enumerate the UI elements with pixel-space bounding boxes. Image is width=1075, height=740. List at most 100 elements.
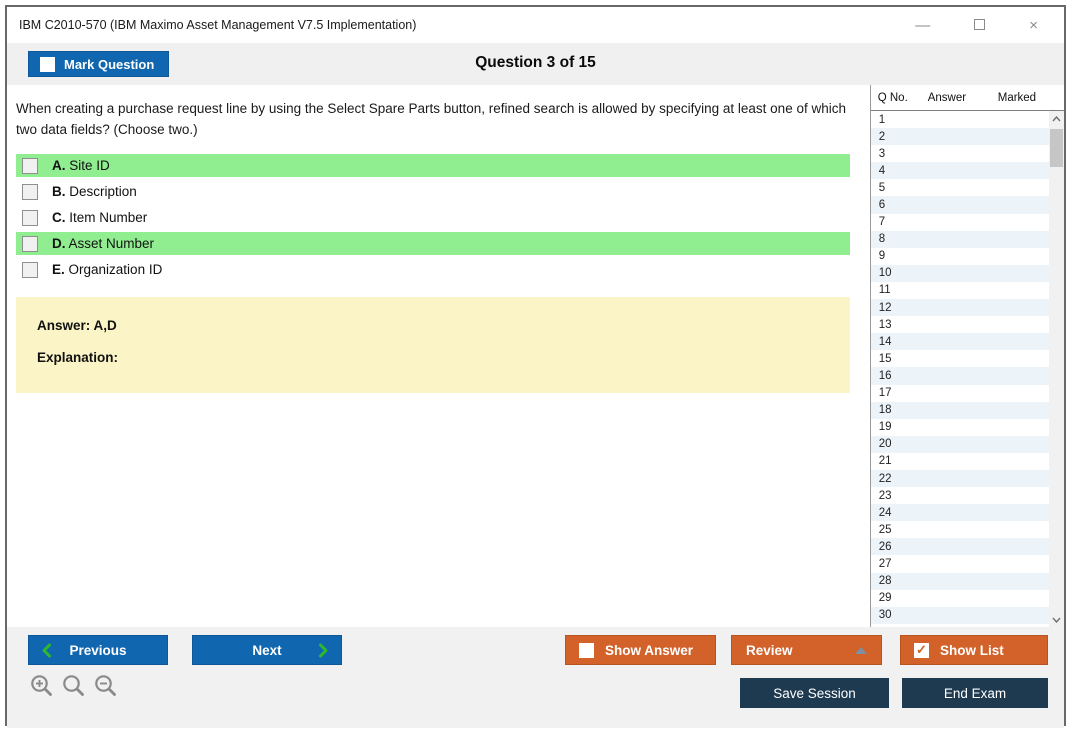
option-checkbox[interactable] (22, 157, 38, 174)
question-list-row[interactable]: 8 (870, 230, 1050, 248)
q-no-cell: 20 (878, 438, 892, 451)
chevron-right-icon (319, 643, 328, 658)
main-area: When creating a purchase request line by… (7, 85, 1064, 627)
question-list-row[interactable]: 16 (870, 367, 1050, 385)
q-no-cell: 4 (878, 164, 886, 177)
question-list-row[interactable]: 27 (871, 555, 1050, 572)
close-button[interactable]: × (1029, 18, 1038, 33)
question-list-row[interactable]: 4 (870, 162, 1050, 180)
option-checkbox[interactable] (22, 261, 38, 278)
q-no-cell: 29 (878, 592, 892, 605)
question-list-row[interactable]: 19 (871, 419, 1050, 436)
review-button[interactable]: Review (731, 635, 882, 665)
question-list-row[interactable]: 22 (870, 469, 1050, 488)
question-list-row[interactable]: 30 (870, 606, 1050, 624)
option-checkbox[interactable] (22, 183, 38, 200)
show-list-label: Show List (940, 642, 1004, 658)
review-label: Review (746, 642, 793, 658)
show-list-button[interactable]: Show List (900, 635, 1048, 665)
q-no-cell: 13 (878, 318, 892, 331)
show-answer-button[interactable]: Show Answer (565, 635, 716, 665)
mark-question-button[interactable]: Mark Question (28, 51, 170, 77)
option-letter: E. (52, 262, 65, 277)
next-button[interactable]: Next (192, 635, 342, 665)
question-list-row[interactable]: 15 (871, 350, 1050, 367)
explanation-line: Explanation: (37, 350, 119, 365)
scroll-down-button[interactable] (1049, 612, 1064, 627)
question-list-row[interactable]: 14 (870, 333, 1050, 351)
q-no-cell: 23 (878, 489, 892, 502)
q-no-cell: 5 (878, 181, 886, 194)
q-no-cell: 9 (878, 250, 886, 263)
zoom-icon (63, 675, 84, 696)
maximize-icon (974, 18, 986, 30)
q-no-cell: 11 (878, 284, 891, 297)
zoom-out-icon (95, 675, 116, 696)
option-label: Description (69, 184, 137, 199)
question-list-row[interactable]: 3 (871, 145, 1050, 162)
previous-label: Previous (69, 642, 127, 658)
q-no-cell: 2 (878, 130, 886, 143)
question-list-row[interactable]: 2 (870, 128, 1050, 146)
option-label: Item Number (69, 210, 148, 225)
answer-option[interactable]: E. Organization ID (16, 258, 850, 281)
q-no-cell: 10 (878, 267, 892, 280)
zoom-out-button[interactable] (93, 673, 118, 701)
q-no-cell: 26 (878, 540, 892, 553)
question-list-row[interactable]: 23 (871, 487, 1050, 504)
question-list-row[interactable]: 26 (870, 538, 1050, 556)
question-panel: When creating a purchase request line by… (7, 85, 870, 627)
app-window: IBM C2010-570 (IBM Maximo Asset Manageme… (5, 5, 1066, 728)
zoom-in-button[interactable] (29, 673, 54, 701)
question-list-row[interactable]: 29 (871, 590, 1050, 607)
column-answer: Answer (927, 91, 967, 104)
chevron-up-icon (1052, 115, 1061, 121)
q-no-cell: 7 (878, 216, 886, 229)
question-list-row[interactable]: 5 (871, 179, 1050, 196)
zoom-toolbar (29, 673, 118, 701)
answer-option[interactable]: C. Item Number (16, 206, 850, 229)
q-no-cell: 19 (878, 421, 892, 434)
maximize-button[interactable] (974, 18, 986, 33)
next-label: Next (252, 642, 282, 658)
q-no-cell: 8 (878, 233, 886, 246)
question-list-row[interactable]: 21 (871, 453, 1050, 470)
answer-option[interactable]: D. Asset Number (16, 232, 850, 255)
question-list-row[interactable]: 28 (870, 572, 1050, 590)
previous-button[interactable]: Previous (28, 635, 168, 665)
option-checkbox[interactable] (22, 209, 38, 226)
question-list-row[interactable]: 12 (870, 299, 1050, 317)
option-letter: A. (52, 158, 66, 173)
q-no-cell: 14 (878, 335, 892, 348)
question-list-row[interactable]: 6 (870, 196, 1050, 214)
question-list-row[interactable]: 9 (871, 248, 1050, 265)
option-checkbox[interactable] (22, 235, 38, 252)
question-list-row[interactable]: 13 (871, 316, 1050, 333)
question-list-row[interactable]: 20 (870, 435, 1050, 453)
q-no-cell: 18 (878, 404, 892, 417)
scroll-thumb[interactable] (1050, 129, 1063, 167)
option-letter: B. (52, 184, 66, 199)
question-list-row[interactable]: 18 (870, 401, 1050, 419)
question-list-row[interactable]: 10 (870, 264, 1050, 282)
scroll-up-button[interactable] (1049, 111, 1064, 126)
save-session-label: Save Session (773, 685, 856, 701)
save-session-button[interactable]: Save Session (740, 678, 889, 708)
question-list-row[interactable]: 1 (871, 111, 1050, 128)
answer-option[interactable]: B. Description (16, 180, 850, 203)
scrollbar[interactable] (1049, 111, 1064, 627)
column-q-no: Q No. (877, 91, 908, 104)
option-letter: D. (52, 236, 66, 251)
question-list-row[interactable]: 25 (871, 521, 1050, 538)
zoom-reset-button[interactable] (61, 673, 86, 701)
question-counter: Question 3 of 15 (475, 54, 596, 71)
show-list-checkbox (914, 642, 929, 658)
question-list-row[interactable]: 7 (871, 214, 1050, 231)
question-list-row[interactable]: 24 (870, 504, 1050, 522)
mark-question-label: Mark Question (64, 56, 155, 72)
question-list-row[interactable]: 11 (871, 282, 1050, 299)
question-list-row[interactable]: 17 (871, 385, 1050, 402)
end-exam-button[interactable]: End Exam (902, 678, 1048, 708)
answer-option[interactable]: A. Site ID (16, 154, 850, 177)
minimize-button[interactable]: — (915, 18, 930, 33)
